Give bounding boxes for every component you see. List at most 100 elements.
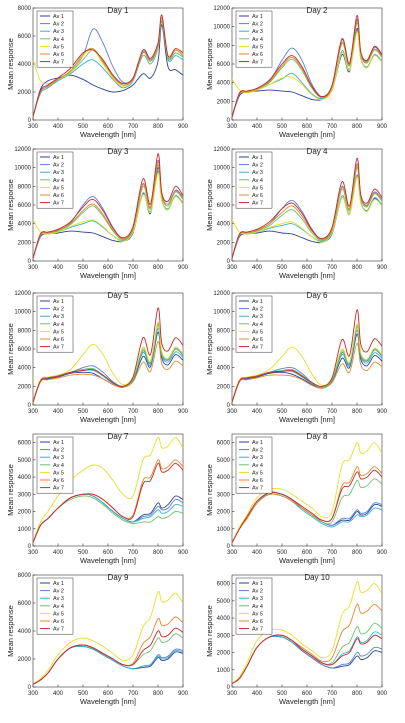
- legend-label: Av 2: [53, 163, 64, 169]
- legend: Av 1 Av 2Av 3 Av 4Av 5 Av 6 Av 7: [235, 151, 273, 209]
- legend-label: Av 2: [252, 22, 263, 28]
- legend-label: Av 1: [53, 155, 64, 161]
- x-tick-label: 700: [128, 265, 139, 271]
- series-line-av-1: [232, 635, 382, 684]
- legend-label: Av 5: [252, 470, 263, 476]
- y-tick-label: 5000: [18, 458, 32, 464]
- y-tick-label: 4000: [18, 222, 32, 228]
- series-line-av-3: [33, 493, 183, 543]
- x-tick-label: 500: [277, 409, 288, 415]
- x-tick-label: 700: [128, 691, 139, 697]
- y-tick-label: 0: [28, 544, 32, 550]
- series-line-av-5: [232, 176, 382, 243]
- x-axis-label: Wavelength [nm]: [80, 271, 136, 280]
- y-axis-label: Mean response: [6, 464, 15, 516]
- y-tick-label: 4000: [217, 366, 231, 372]
- x-tick-label: 800: [352, 691, 363, 697]
- x-axis-label: Wavelength [nm]: [279, 556, 335, 565]
- x-tick-label: 900: [377, 265, 388, 271]
- x-tick-label: 700: [327, 409, 338, 415]
- x-tick-label: 500: [78, 409, 89, 415]
- x-axis-label: Wavelength [nm]: [279, 697, 335, 706]
- x-tick-label: 300: [227, 550, 238, 556]
- series-line-av-7: [33, 462, 183, 543]
- y-tick-label: 8000: [18, 6, 32, 12]
- x-tick-label: 500: [78, 550, 89, 556]
- x-tick-label: 600: [302, 124, 313, 130]
- y-tick-label: 2000: [217, 384, 231, 390]
- x-tick-label: 400: [53, 124, 64, 130]
- x-tick-label: 900: [377, 691, 388, 697]
- x-tick-label: 600: [302, 409, 313, 415]
- chart-title: Day 10: [304, 573, 330, 582]
- y-tick-label: 6000: [18, 347, 32, 353]
- y-axis-label: Mean response: [6, 605, 15, 657]
- legend-label: Av 5: [252, 329, 263, 335]
- y-tick-label: 12000: [213, 6, 230, 12]
- y-tick-label: 6000: [18, 601, 32, 607]
- series-lines: [232, 309, 382, 403]
- legend-label: Av 4: [53, 322, 64, 328]
- x-tick-label: 800: [153, 550, 164, 556]
- x-tick-label: 800: [352, 550, 363, 556]
- y-tick-label: 2000: [217, 99, 231, 105]
- x-tick-label: 500: [277, 550, 288, 556]
- y-tick-label: 1000: [217, 668, 231, 674]
- legend-label: Av 3: [53, 455, 64, 461]
- legend-label: Av 7: [252, 201, 263, 207]
- legend-label: Av 7: [252, 627, 263, 633]
- y-tick-label: 12000: [213, 291, 230, 297]
- legend-label: Av 6: [53, 52, 64, 58]
- legend-label: Av 4: [53, 178, 64, 184]
- legend-label: Av 3: [53, 596, 64, 602]
- x-tick-label: 800: [153, 409, 164, 415]
- series-lines: [33, 307, 183, 403]
- x-tick-label: 600: [103, 691, 114, 697]
- y-tick-label: 2000: [18, 510, 32, 516]
- x-tick-label: 300: [227, 691, 238, 697]
- series-line-av-5: [33, 436, 183, 543]
- legend-label: Av 4: [252, 322, 263, 328]
- y-tick-label: 0: [28, 403, 32, 409]
- series-line-av-5: [33, 172, 183, 242]
- series-line-av-7: [232, 469, 382, 543]
- y-tick-label: 6000: [217, 441, 231, 447]
- y-tick-label: 6000: [217, 582, 231, 588]
- x-tick-label: 400: [252, 550, 263, 556]
- x-tick-label: 700: [128, 409, 139, 415]
- y-tick-label: 8000: [217, 184, 231, 190]
- chart-panel-4: Day 4 300 400 500 600 700 800 900 0 2000 4000 6000 8…: [205, 147, 388, 280]
- series-line-av-2: [232, 491, 382, 543]
- x-tick-label: 400: [252, 265, 263, 271]
- y-tick-label: 0: [227, 403, 231, 409]
- series-line-av-7: [232, 634, 382, 684]
- y-tick-label: 2000: [18, 657, 32, 663]
- legend: Av 1 Av 2Av 3 Av 4Av 5 Av 6 Av 7: [36, 151, 74, 209]
- chart-title: Day 8: [307, 432, 328, 441]
- legend: Av 1 Av 2Av 3 Av 4Av 5 Av 6 Av 7: [235, 577, 273, 635]
- series-line-av-6: [33, 341, 183, 403]
- y-axis-label: Mean response: [205, 323, 214, 375]
- x-tick-label: 400: [53, 550, 64, 556]
- x-tick-label: 500: [78, 124, 89, 130]
- series-lines: [33, 14, 183, 118]
- chart-panel-3: Day 3 300 400 500 600 700 800 900 0 2000 4000 6000 8…: [6, 147, 189, 280]
- x-tick-label: 700: [327, 550, 338, 556]
- legend-label: Av 1: [53, 581, 64, 587]
- legend-label: Av 4: [53, 463, 64, 469]
- chart-title: Day 4: [307, 147, 328, 156]
- legend-label: Av 1: [53, 299, 64, 305]
- x-tick-label: 700: [327, 265, 338, 271]
- legend-label: Av 5: [252, 185, 263, 191]
- y-tick-label: 6000: [18, 441, 32, 447]
- legend-label: Av 1: [53, 14, 64, 20]
- legend-label: Av 1: [252, 155, 263, 161]
- legend-label: Av 2: [252, 307, 263, 313]
- y-tick-label: 4000: [18, 475, 32, 481]
- x-tick-label: 300: [227, 409, 238, 415]
- x-tick-label: 600: [302, 691, 313, 697]
- legend-label: Av 2: [53, 307, 64, 313]
- x-tick-label: 500: [277, 265, 288, 271]
- legend-label: Av 7: [53, 201, 64, 207]
- x-tick-label: 900: [178, 409, 189, 415]
